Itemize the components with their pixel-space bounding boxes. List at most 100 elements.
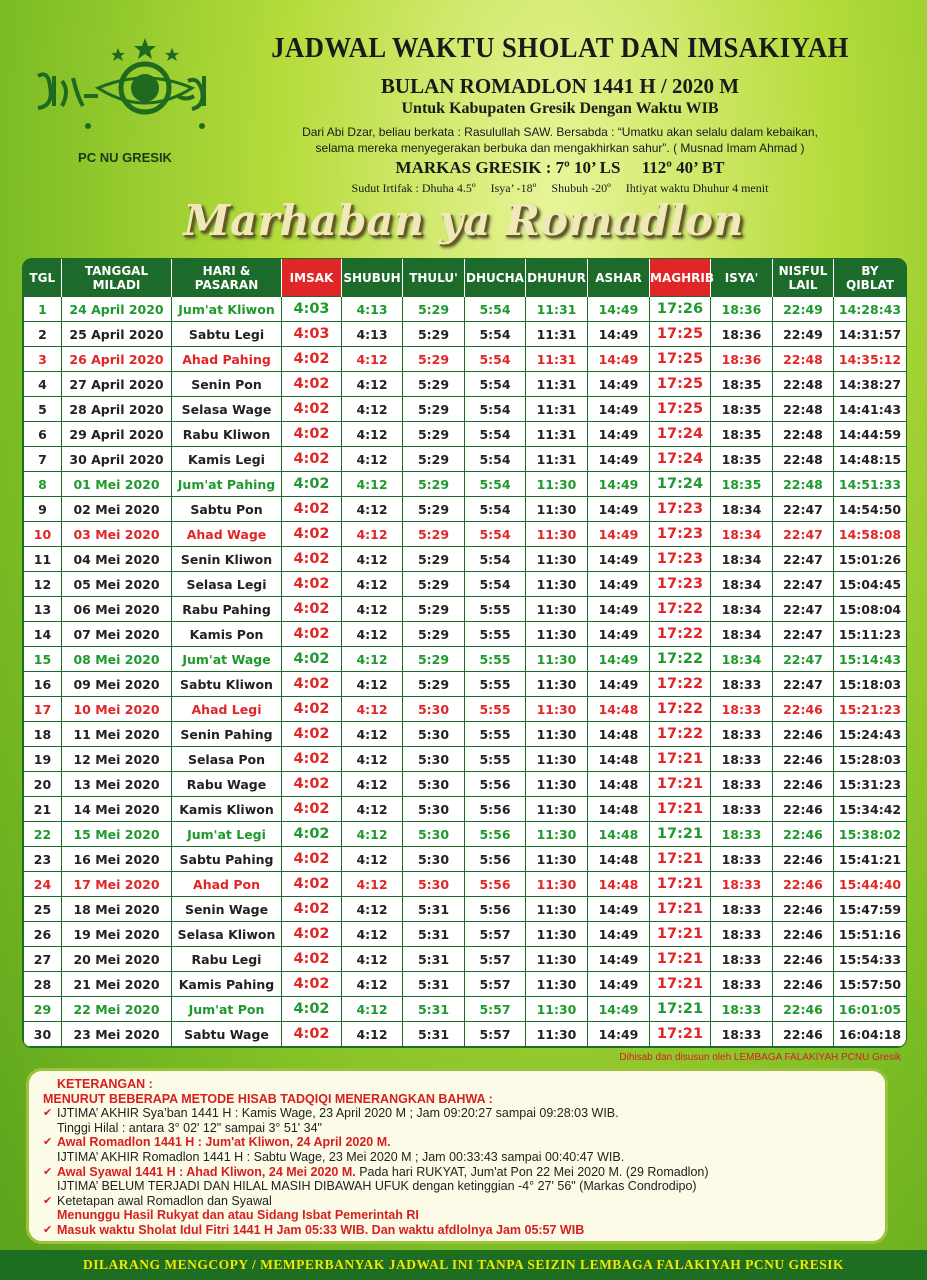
cell: 22:47 bbox=[772, 521, 834, 547]
cell: 22:48 bbox=[772, 396, 834, 422]
cell: 4:13 bbox=[341, 296, 403, 322]
column-header: DHUCHA bbox=[464, 259, 526, 297]
logo bbox=[36, 38, 206, 129]
cell: 11:31 bbox=[525, 296, 588, 322]
cell: 17:21 bbox=[649, 871, 711, 897]
cell: 5:30 bbox=[402, 771, 465, 797]
cell: 22:46 bbox=[772, 746, 834, 772]
cell: 4:02 bbox=[281, 746, 342, 772]
cell: 5:57 bbox=[464, 946, 526, 972]
cell: 28 bbox=[23, 971, 62, 997]
row: 7 30 April 2020 Kamis Legi 4:02 4:12 5:29 5:54… bbox=[23, 446, 906, 472]
sudut: Sudut Irtifak : Dhuha 4.5º Isya’ -18º Sh… bbox=[351, 181, 769, 195]
cell: 22:47 bbox=[772, 621, 834, 647]
cell: 26 April 2020 bbox=[61, 346, 172, 372]
cell: 11:30 bbox=[525, 1021, 588, 1047]
cell: 5:57 bbox=[464, 971, 526, 997]
cell: 5:55 bbox=[464, 671, 526, 697]
cell: 14:44:59 bbox=[833, 421, 906, 447]
cell: 18:36 bbox=[710, 346, 773, 372]
cell: 17:21 bbox=[649, 946, 711, 972]
cell: 5:55 bbox=[464, 621, 526, 647]
cell: Senin Wage bbox=[171, 896, 282, 922]
cell: 14:48:15 bbox=[833, 446, 906, 472]
cell: 22:46 bbox=[772, 796, 834, 822]
cell: 14:48 bbox=[587, 821, 650, 847]
cell: 5:56 bbox=[464, 796, 526, 822]
cell: 14:41:43 bbox=[833, 396, 906, 422]
cell: 5:29 bbox=[402, 471, 465, 497]
notes-title: KETERANGAN : bbox=[57, 1077, 153, 1091]
cell: 5:54 bbox=[464, 571, 526, 597]
cell: 11:30 bbox=[525, 746, 588, 772]
cell: 5:55 bbox=[464, 646, 526, 672]
cell: 4:12 bbox=[341, 746, 403, 772]
cell: 14:38:27 bbox=[833, 371, 906, 397]
cell: 17:21 bbox=[649, 846, 711, 872]
cell: 3 bbox=[23, 346, 62, 372]
note-line: Ketetapan awal Romadlon dan Syawal bbox=[57, 1194, 871, 1209]
cell: 5:55 bbox=[464, 696, 526, 722]
row: 13 06 Mei 2020 Rabu Pahing 4:02 4:12 5:29 5:55… bbox=[23, 596, 906, 622]
cell: 14:48 bbox=[587, 771, 650, 797]
cell: 19 bbox=[23, 746, 62, 772]
cell: Sabtu Wage bbox=[171, 1021, 282, 1047]
cell: 15:54:33 bbox=[833, 946, 906, 972]
row: 30 23 Mei 2020 Sabtu Wage 4:02 4:12 5:31 5:57 1… bbox=[23, 1021, 906, 1047]
cell: 14:49 bbox=[587, 296, 650, 322]
cell: Sabtu Kliwon bbox=[171, 671, 282, 697]
cell: 24 April 2020 bbox=[61, 296, 172, 322]
row: 20 13 Mei 2020 Rabu Wage 4:02 4:12 5:30 5:56 11… bbox=[23, 771, 906, 797]
cell: 15:01:26 bbox=[833, 546, 906, 572]
note-text: Awal Syawal 1441 H : Ahad Kliwon, 24 Mei… bbox=[57, 1164, 356, 1179]
cell: 15 bbox=[23, 646, 62, 672]
cell: 4:02 bbox=[281, 696, 342, 722]
cell: 17:24 bbox=[649, 471, 711, 497]
row: 6 29 April 2020 Rabu Kliwon 4:02 4:12 5:29 5:5… bbox=[23, 421, 906, 447]
banner: Marhaban ya Romadlon bbox=[183, 196, 744, 245]
column-header: HARI & PASARAN bbox=[171, 259, 282, 297]
cell: 4:12 bbox=[341, 871, 403, 897]
cell: 17:21 bbox=[649, 971, 711, 997]
cell: 18:33 bbox=[710, 921, 773, 947]
note-line: Masuk waktu Sholat Idul Fitri 1441 H Jam… bbox=[57, 1223, 871, 1238]
cell: 22:49 bbox=[772, 296, 834, 322]
cell: Kamis Pon bbox=[171, 621, 282, 647]
cell: 5:31 bbox=[402, 1021, 465, 1047]
cell: 14:49 bbox=[587, 621, 650, 647]
cell: 22:46 bbox=[772, 696, 834, 722]
cell: 17:22 bbox=[649, 671, 711, 697]
cell: 4:02 bbox=[281, 521, 342, 547]
cell: 15:41:21 bbox=[833, 846, 906, 872]
cell: Jum'at Pahing bbox=[171, 471, 282, 497]
cell: 5:29 bbox=[402, 321, 465, 347]
row: 28 21 Mei 2020 Kamis Pahing 4:02 4:12 5:31 5:5… bbox=[23, 971, 906, 997]
cell: 22:48 bbox=[772, 421, 834, 447]
cell: 18:34 bbox=[710, 646, 773, 672]
cell: 26 bbox=[23, 921, 62, 947]
table: TGL TANGGAL MILADI HARI & PASARAN IMSAK SHUB… bbox=[23, 259, 906, 1047]
cell: 5:55 bbox=[464, 721, 526, 747]
title: JADWAL WAKTU SHOLAT DAN IMSAKIYAH bbox=[271, 32, 849, 64]
cell: 22:46 bbox=[772, 946, 834, 972]
row: 24 17 Mei 2020 Ahad Pon 4:02 4:12 5:30 5:56 11:… bbox=[23, 871, 906, 897]
cell: 17:22 bbox=[649, 596, 711, 622]
cell: 4:12 bbox=[341, 421, 403, 447]
cell: 5:57 bbox=[464, 1021, 526, 1047]
cell: 4:02 bbox=[281, 821, 342, 847]
cell: 4:03 bbox=[281, 321, 342, 347]
cell: 14:49 bbox=[587, 471, 650, 497]
cell: 14:49 bbox=[587, 546, 650, 572]
cell: 29 bbox=[23, 996, 62, 1022]
cell: 4:12 bbox=[341, 846, 403, 872]
cell: 5:54 bbox=[464, 521, 526, 547]
cell: 13 bbox=[23, 596, 62, 622]
cell: 8 bbox=[23, 471, 62, 497]
cell: 5:31 bbox=[402, 996, 465, 1022]
note-item: IJTIMA’ AKHIR Sya’ban 1441 H : Kamis Wag… bbox=[43, 1106, 871, 1135]
cell: 5:31 bbox=[402, 971, 465, 997]
cell: 03 Mei 2020 bbox=[61, 521, 172, 547]
cell: 4:02 bbox=[281, 371, 342, 397]
row: 23 16 Mei 2020 Sabtu Pahing 4:02 4:12 5:30 5:5… bbox=[23, 846, 906, 872]
cell: 11:31 bbox=[525, 346, 588, 372]
